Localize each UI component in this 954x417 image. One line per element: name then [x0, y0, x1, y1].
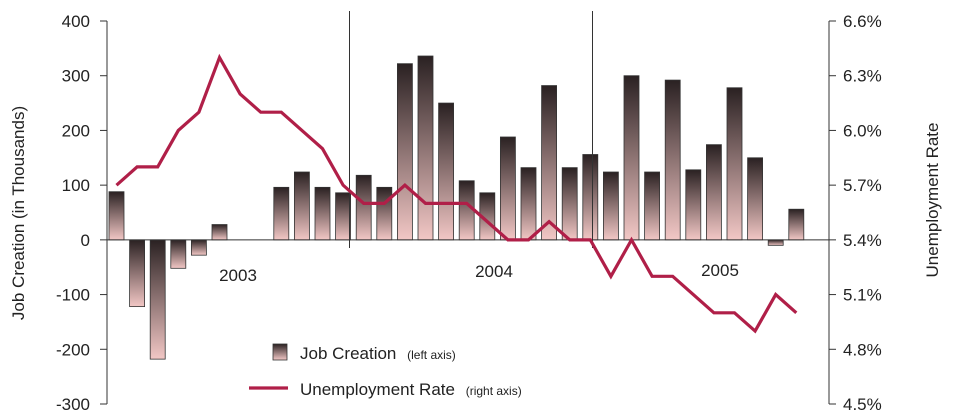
bar-series-job-creation — [108, 55, 805, 360]
left-axis-title: Job Creation (in Thousands) — [9, 106, 28, 320]
left-axis-tick-label: 200 — [62, 121, 90, 140]
legend-name-unemployment-rate: Unemployment Rate — [300, 380, 455, 399]
bar — [520, 167, 537, 241]
bar — [706, 144, 722, 241]
right-axis-title: Unemployment Rate — [923, 123, 942, 278]
year-label-2004: 2004 — [475, 262, 513, 281]
bar — [355, 174, 372, 241]
bar — [190, 239, 207, 256]
year-label-2003: 2003 — [219, 266, 257, 285]
bar — [149, 239, 166, 360]
axes: 400 300 200 100 0 -100 -200 -300 6.6% 6.3% 6.0% 5.7… — [56, 11, 882, 414]
bar — [273, 186, 290, 241]
bar — [438, 102, 455, 241]
left-axis-tick-label: -100 — [56, 286, 90, 305]
bar — [644, 171, 660, 241]
bar — [293, 171, 310, 241]
legend-note-left-axis: (left axis) — [407, 348, 456, 362]
unemployment-rate-line — [115, 53, 798, 334]
bar — [170, 239, 187, 269]
right-axis-tick-label: 6.6% — [843, 12, 882, 31]
bar — [788, 208, 805, 241]
bar — [129, 239, 146, 308]
legend-label-unemployment-rate: Unemployment Rate (right axis) — [300, 380, 522, 399]
line-series-unemployment-rate — [115, 53, 798, 334]
right-axis-tick-label: 5.7% — [843, 176, 882, 195]
legend: Job Creation (left axis) Unemployment Ra… — [249, 343, 522, 399]
bar — [396, 63, 413, 241]
legend-note-right-axis: (right axis) — [466, 384, 522, 398]
bar — [108, 191, 125, 241]
legend-swatch-job-creation — [272, 343, 288, 361]
bar — [541, 85, 557, 241]
bar — [747, 157, 763, 241]
bar — [335, 192, 352, 241]
bar — [664, 79, 681, 241]
legend-label-job-creation: Job Creation (left axis) — [300, 344, 456, 363]
right-axis-tick-label: 4.5% — [843, 395, 882, 414]
bar — [417, 55, 434, 241]
bar — [458, 180, 475, 241]
bar — [685, 169, 702, 241]
right-axis-tick-label: 6.0% — [843, 121, 882, 140]
bar — [211, 224, 228, 241]
left-axis-tick-label: -200 — [56, 340, 90, 359]
bar — [499, 136, 516, 241]
bar — [376, 186, 393, 241]
right-axis-tick-label: 5.4% — [843, 231, 882, 250]
legend-name-job-creation: Job Creation — [300, 344, 396, 363]
right-axis-tick-label: 4.8% — [843, 340, 882, 359]
bar — [726, 87, 743, 241]
bar — [603, 171, 619, 241]
left-axis-tick-label: 300 — [62, 67, 90, 86]
bar — [561, 167, 578, 241]
left-axis-tick-label: 0 — [81, 231, 90, 250]
bar — [582, 154, 599, 241]
right-axis-tick-label: 6.3% — [843, 67, 882, 86]
right-axis-tick-label: 5.1% — [843, 286, 882, 305]
left-axis-tick-label: 100 — [62, 176, 90, 195]
left-axis-tick-label: 400 — [62, 12, 90, 31]
bar — [623, 75, 640, 241]
bar — [314, 186, 331, 241]
bar — [767, 239, 784, 246]
year-label-2005: 2005 — [701, 261, 739, 280]
left-axis-tick-label: -300 — [56, 395, 90, 414]
